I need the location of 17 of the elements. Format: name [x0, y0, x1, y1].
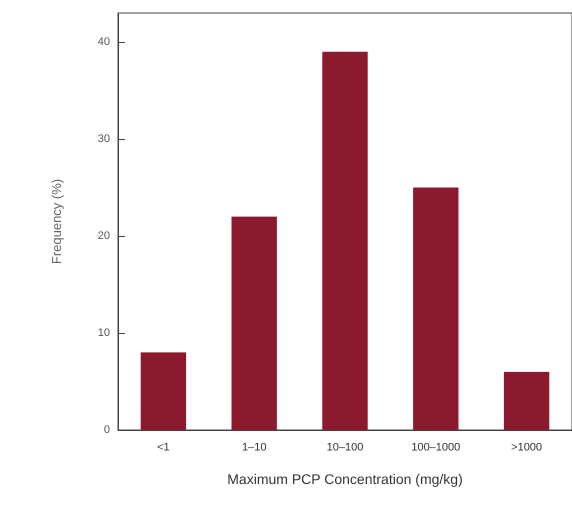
bar — [322, 52, 368, 430]
x-tick-label: <1 — [157, 442, 170, 454]
y-tick-label: 0 — [104, 424, 110, 436]
y-tick-label: 30 — [98, 133, 110, 146]
x-tick-label: 100–1000 — [411, 442, 460, 454]
bar — [140, 352, 186, 430]
y-tick-label: 20 — [98, 230, 110, 242]
x-tick-label: 1–10 — [242, 442, 266, 454]
bar — [232, 216, 277, 430]
bar — [413, 188, 458, 430]
y-tick-label: 40 — [98, 36, 110, 48]
x-axis-title: Maximum PCP Concentration (mg/kg) — [227, 471, 463, 487]
x-tick-label: >1000 — [511, 442, 542, 454]
y-axis-title: Frequency (%) — [49, 178, 64, 264]
bar — [504, 372, 550, 430]
x-tick-label: 10–100 — [326, 442, 364, 454]
y-tick-label: 10 — [98, 327, 110, 340]
